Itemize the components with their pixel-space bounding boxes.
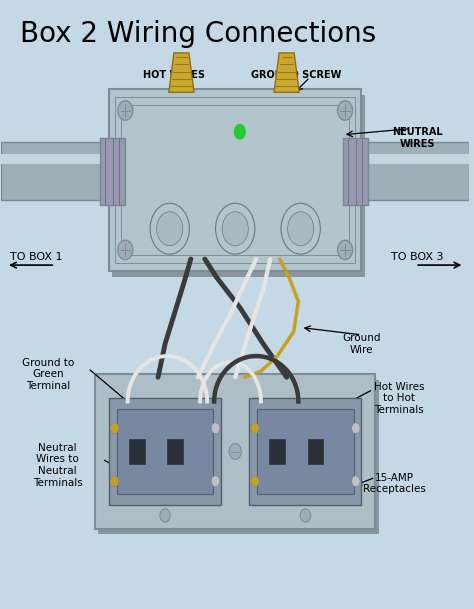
FancyBboxPatch shape — [347, 142, 469, 200]
Circle shape — [251, 476, 259, 487]
Circle shape — [150, 203, 190, 254]
Polygon shape — [274, 53, 299, 93]
FancyBboxPatch shape — [347, 153, 469, 164]
FancyBboxPatch shape — [112, 95, 365, 276]
Circle shape — [352, 476, 360, 487]
FancyBboxPatch shape — [257, 409, 354, 494]
FancyBboxPatch shape — [343, 138, 368, 205]
Text: NEUTRAL
WIRES: NEUTRAL WIRES — [392, 127, 443, 149]
Text: 15-AMP
Receptacles: 15-AMP Receptacles — [363, 473, 426, 494]
Circle shape — [281, 203, 320, 254]
Text: Box 2 Wiring Connections: Box 2 Wiring Connections — [20, 19, 376, 48]
Circle shape — [118, 240, 133, 259]
FancyBboxPatch shape — [109, 398, 221, 504]
Circle shape — [156, 212, 183, 245]
Circle shape — [337, 101, 353, 120]
Circle shape — [160, 509, 170, 522]
Circle shape — [216, 203, 255, 254]
Text: Hot Wires
to Hot
Terminals: Hot Wires to Hot Terminals — [374, 382, 424, 415]
FancyBboxPatch shape — [1, 142, 123, 200]
Circle shape — [352, 423, 360, 434]
Text: Ground
Wire: Ground Wire — [342, 333, 381, 354]
Circle shape — [229, 443, 241, 459]
FancyBboxPatch shape — [109, 90, 362, 271]
Circle shape — [222, 212, 248, 245]
FancyBboxPatch shape — [269, 438, 285, 464]
FancyBboxPatch shape — [167, 438, 183, 464]
FancyBboxPatch shape — [117, 409, 213, 494]
Text: TO BOX 1: TO BOX 1 — [10, 252, 63, 262]
FancyBboxPatch shape — [100, 138, 125, 205]
Circle shape — [118, 101, 133, 120]
Text: TO BOX 3: TO BOX 3 — [392, 252, 444, 262]
Text: GROUND SCREW: GROUND SCREW — [251, 71, 341, 80]
Circle shape — [211, 423, 220, 434]
Circle shape — [110, 476, 119, 487]
Text: HOT WIRES: HOT WIRES — [144, 71, 205, 80]
FancyBboxPatch shape — [308, 438, 323, 464]
Circle shape — [234, 124, 246, 139]
Circle shape — [211, 476, 220, 487]
FancyBboxPatch shape — [1, 153, 123, 164]
FancyBboxPatch shape — [98, 379, 379, 534]
Circle shape — [110, 423, 119, 434]
Text: Neutral
Wires to
Neutral
Terminals: Neutral Wires to Neutral Terminals — [33, 443, 82, 488]
Circle shape — [337, 240, 353, 259]
Circle shape — [251, 423, 259, 434]
Text: Ground to
Green
Terminal: Ground to Green Terminal — [22, 357, 74, 391]
FancyBboxPatch shape — [95, 374, 375, 529]
Circle shape — [288, 212, 314, 245]
Circle shape — [300, 509, 310, 522]
FancyBboxPatch shape — [249, 398, 362, 504]
Polygon shape — [169, 53, 194, 93]
FancyBboxPatch shape — [129, 438, 145, 464]
